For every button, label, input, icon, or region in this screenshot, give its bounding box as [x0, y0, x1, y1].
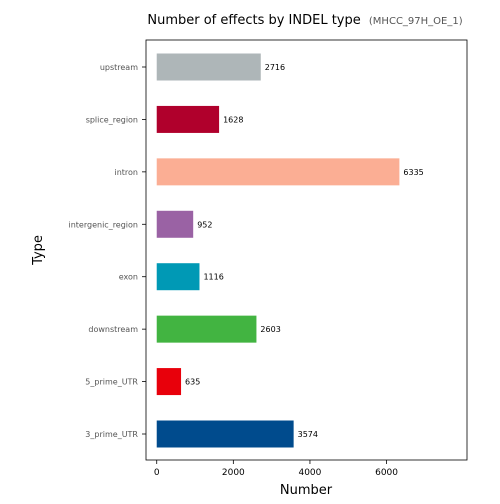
category-label-intron: intron — [114, 168, 138, 177]
x-tick-label: 4000 — [298, 468, 321, 478]
category-label-downstream: downstream — [88, 325, 138, 334]
plot-frame — [145, 39, 468, 461]
x-tick-label: 6000 — [375, 468, 398, 478]
x-tick-label: 0 — [154, 468, 160, 478]
bars-layer — [156, 53, 400, 448]
category-label-upstream: upstream — [100, 63, 138, 72]
y-axis-title: Type — [31, 235, 46, 266]
chart-title-sub: (MHCC_97H_OE_1) — [369, 16, 463, 27]
data-label-intron: 6335 — [403, 168, 423, 177]
x-tick-label: 2000 — [222, 468, 245, 478]
bar-intergenic_region — [156, 210, 194, 238]
x-axis-title: Number — [280, 483, 333, 498]
bar-intron — [156, 158, 400, 186]
data-label-5_prime_UTR: 635 — [185, 378, 200, 387]
data-label-exon: 1116 — [203, 273, 223, 282]
data-label-3_prime_UTR: 3574 — [298, 430, 318, 439]
category-label-splice_region: splice_region — [86, 115, 138, 124]
data-label-intergenic_region: 952 — [197, 220, 212, 229]
chart-title: Number of effects by INDEL type (MHCC_97… — [147, 13, 462, 28]
bar-5_prime_UTR — [156, 368, 182, 396]
bar-upstream — [156, 53, 261, 81]
chart-title-main: Number of effects by INDEL type — [147, 13, 360, 28]
category-label-5_prime_UTR: 5_prime_UTR — [85, 378, 138, 387]
data-label-upstream: 2716 — [265, 63, 285, 72]
bar-splice_region — [156, 105, 220, 133]
bar-downstream — [156, 315, 257, 343]
data-label-downstream: 2603 — [260, 325, 280, 334]
bar-3_prime_UTR — [156, 420, 294, 448]
x-axis-ticks: 0 2000 4000 6000 — [154, 460, 398, 478]
category-label-exon: exon — [119, 273, 138, 282]
category-label-3_prime_UTR: 3_prime_UTR — [85, 430, 138, 439]
data-label-splice_region: 1628 — [223, 115, 243, 124]
bar-exon — [156, 263, 200, 291]
data-labels: 2716 1628 6335 952 1116 2603 635 3574 — [185, 63, 424, 439]
category-label-intergenic_region: intergenic_region — [69, 220, 139, 229]
